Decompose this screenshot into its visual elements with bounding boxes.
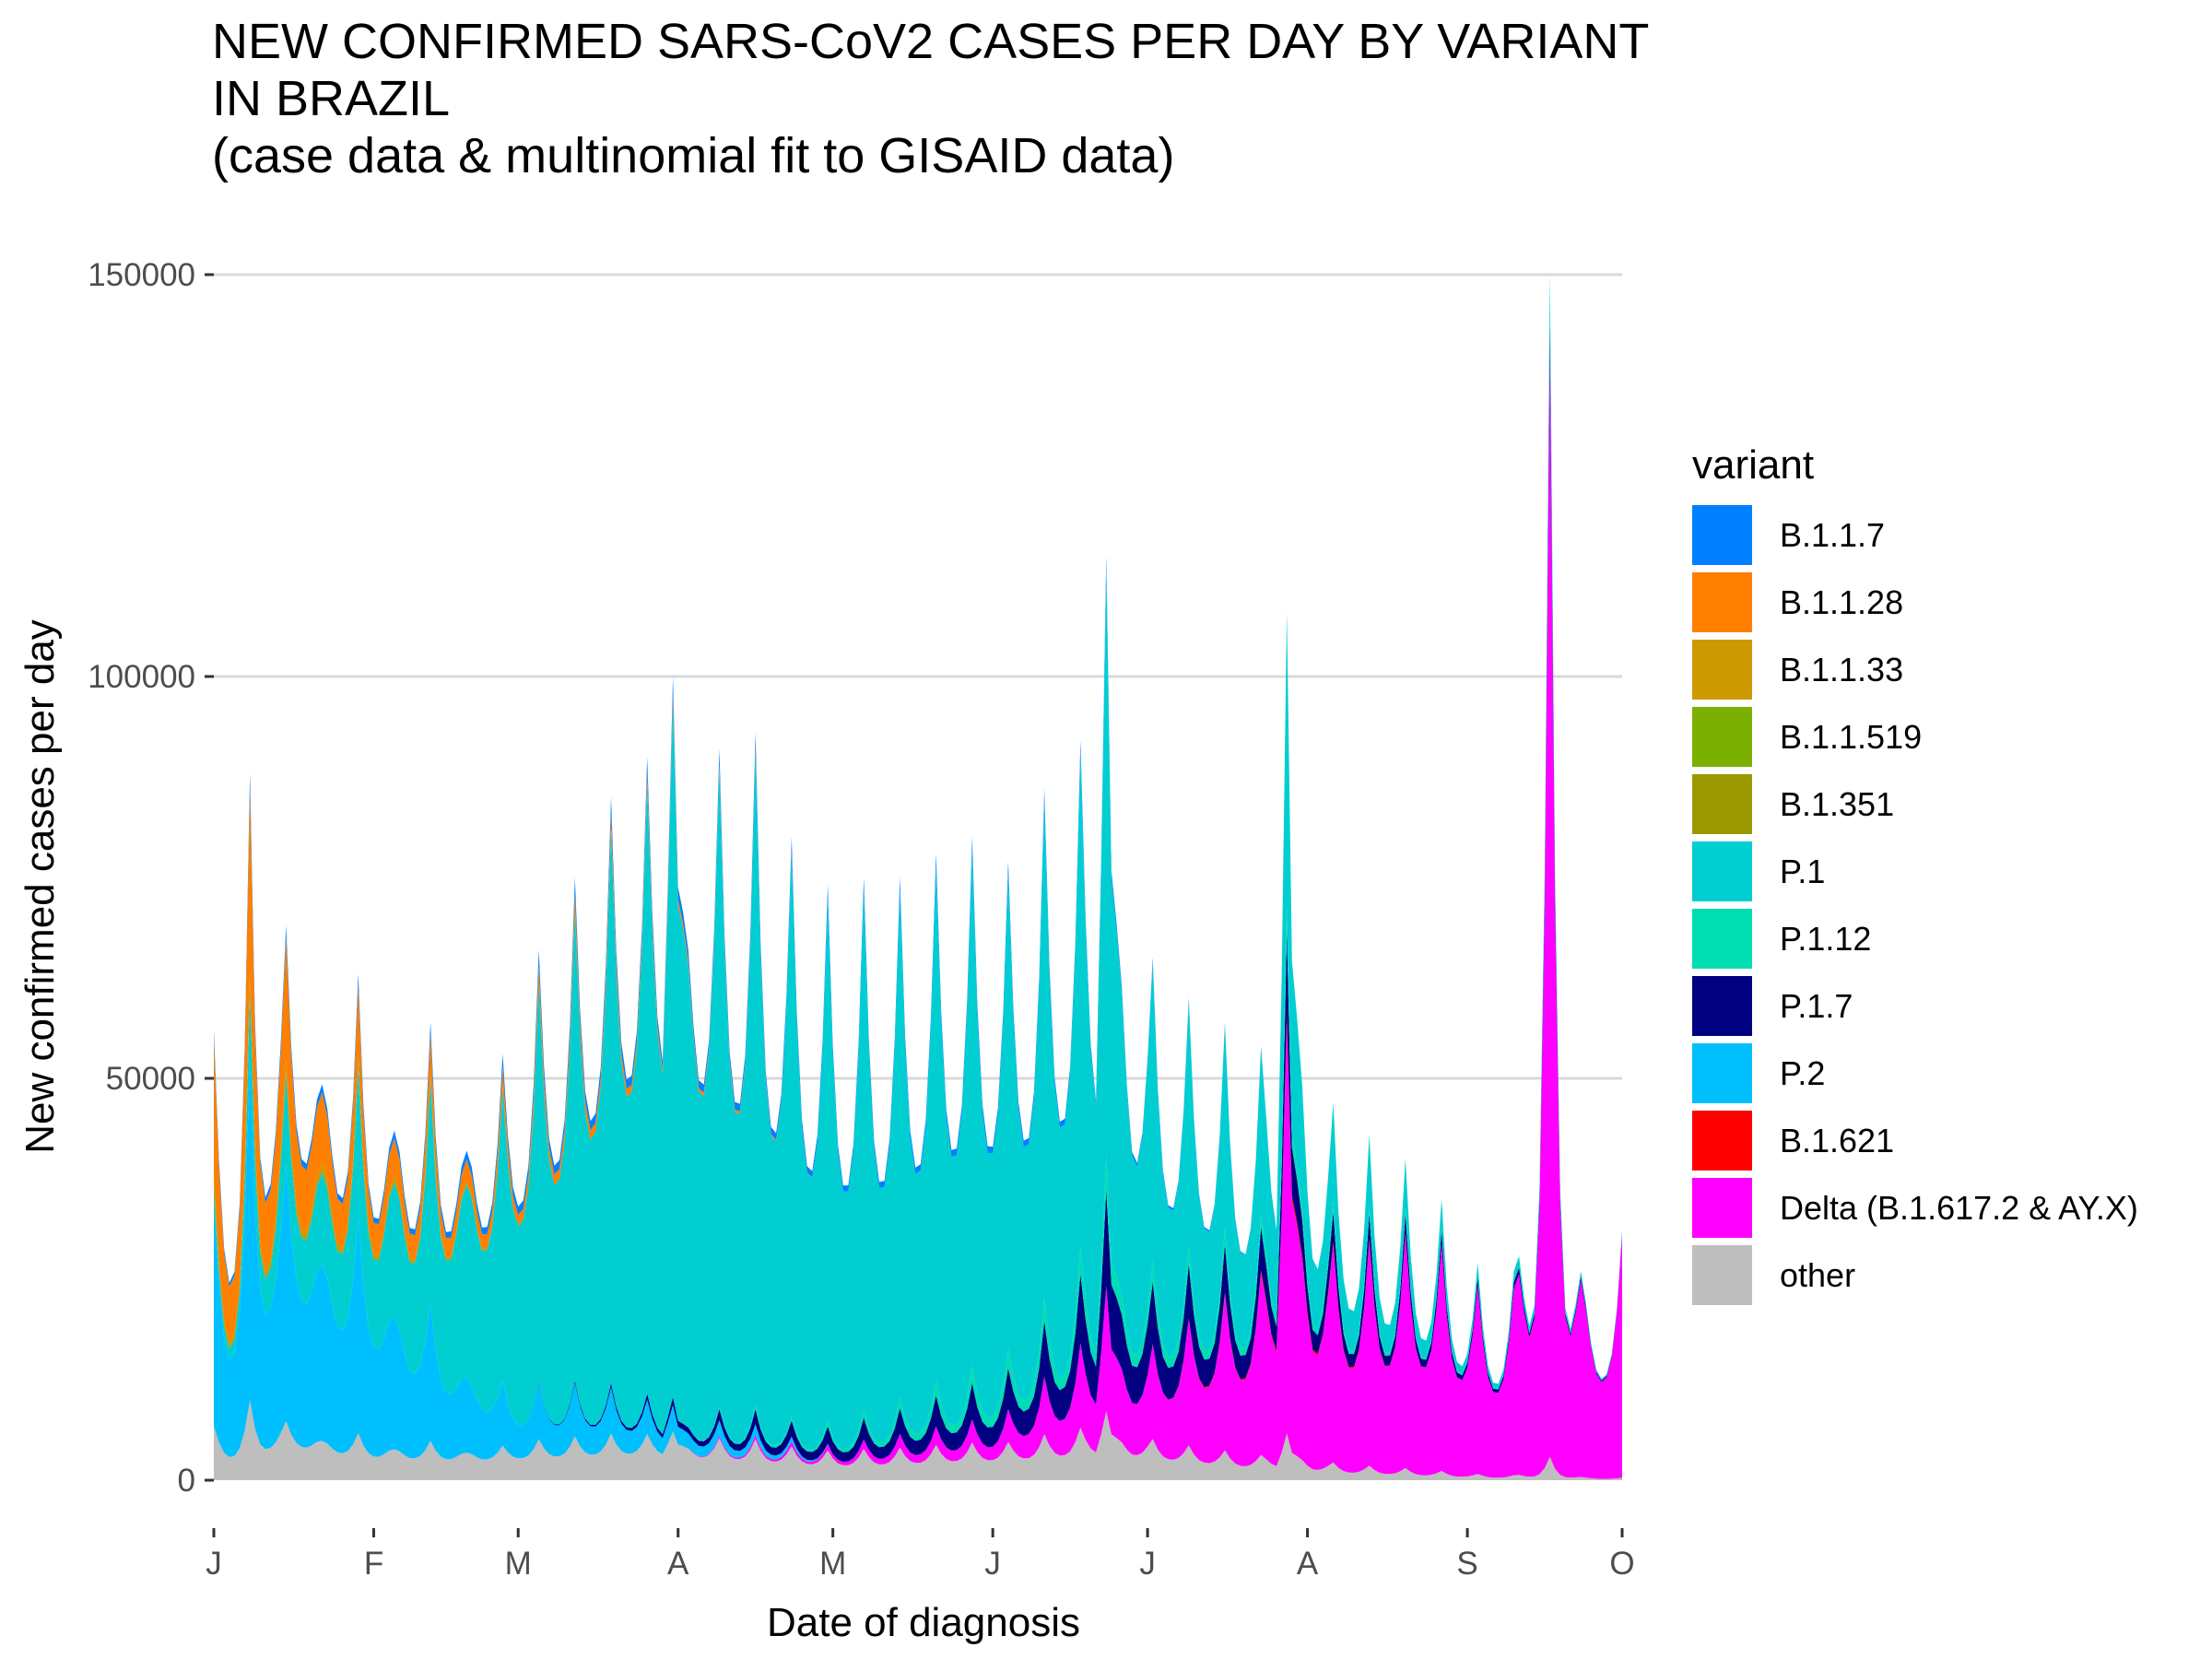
legend-label: B.1.621 bbox=[1780, 1121, 1895, 1159]
x-tick-label: F bbox=[364, 1546, 383, 1582]
x-tick-label: J bbox=[1139, 1546, 1156, 1582]
legend-label: P.1 bbox=[1780, 852, 1826, 890]
area-layer-other bbox=[214, 1400, 1622, 1480]
legend-swatch bbox=[1692, 976, 1752, 1036]
legend-swatch bbox=[1692, 909, 1752, 969]
x-tick-label: O bbox=[1609, 1546, 1634, 1582]
axes: 0 50000 100000 150000 J F M A M J J A S O bbox=[88, 257, 1634, 1582]
area-layer-delta-b-1-617-2-ay-x bbox=[214, 349, 1622, 1479]
y-axis-title: New confirmed cases per day bbox=[18, 619, 63, 1154]
legend-label: B.1.351 bbox=[1780, 784, 1895, 823]
x-tick-label: M bbox=[505, 1546, 532, 1582]
legend-label: other bbox=[1780, 1255, 1856, 1294]
legend-item: P.1.7 bbox=[1692, 972, 2138, 1040]
legend-swatch bbox=[1692, 1111, 1752, 1171]
legend-item: other bbox=[1692, 1241, 2138, 1309]
legend-label: B.1.1.7 bbox=[1780, 515, 1886, 554]
legend: variant B.1.1.7 B.1.1.28 B.1.1.33 B.1.1.519… bbox=[1692, 442, 2138, 1309]
legend-label: B.1.1.28 bbox=[1780, 582, 1904, 621]
y-tick-label: 0 bbox=[178, 1463, 195, 1499]
legend-label: P.1.7 bbox=[1780, 986, 1853, 1025]
legend-items: B.1.1.7 B.1.1.28 B.1.1.33 B.1.1.519 B.1.351 P… bbox=[1692, 501, 2138, 1309]
legend-item: Delta (B.1.617.2 & AY.X) bbox=[1692, 1174, 2138, 1241]
legend-item: B.1.1.33 bbox=[1692, 636, 2138, 703]
chart-title-line: (case data & multinomial fit to GISAID d… bbox=[212, 128, 1175, 183]
x-tick-label: J bbox=[984, 1546, 1001, 1582]
legend-item: B.1.1.28 bbox=[1692, 569, 2138, 636]
legend-item: B.1.351 bbox=[1692, 771, 2138, 838]
legend-title: variant bbox=[1692, 442, 1815, 488]
legend-swatch bbox=[1692, 1043, 1752, 1103]
legend-swatch bbox=[1692, 1245, 1752, 1305]
y-tick-label: 100000 bbox=[88, 659, 195, 695]
chart-title: NEW CONFIRMED SARS-CoV2 CASES PER DAY BY… bbox=[212, 13, 1963, 184]
legend-swatch bbox=[1692, 505, 1752, 565]
y-tick-label: 150000 bbox=[88, 257, 195, 293]
legend-swatch bbox=[1692, 707, 1752, 767]
legend-item: P.2 bbox=[1692, 1040, 2138, 1107]
x-axis-title: Date of diagnosis bbox=[767, 1600, 1080, 1645]
legend-item: P.1 bbox=[1692, 838, 2138, 905]
x-tick-label: A bbox=[667, 1546, 689, 1582]
stacked-area-layers bbox=[214, 275, 1622, 1480]
legend-label: P.1.12 bbox=[1780, 919, 1872, 958]
x-tick-label: A bbox=[1297, 1546, 1319, 1582]
legend-label: B.1.1.33 bbox=[1780, 650, 1904, 688]
legend-item: B.1.1.519 bbox=[1692, 703, 2138, 771]
legend-swatch bbox=[1692, 572, 1752, 632]
x-tick-label: J bbox=[206, 1546, 222, 1582]
legend-item: B.1.621 bbox=[1692, 1107, 2138, 1174]
legend-label: B.1.1.519 bbox=[1780, 717, 1923, 756]
legend-item: B.1.1.7 bbox=[1692, 501, 2138, 569]
legend-swatch bbox=[1692, 640, 1752, 700]
legend-item: P.1.12 bbox=[1692, 905, 2138, 972]
x-tick-label: S bbox=[1456, 1546, 1477, 1582]
area-layer-p-2 bbox=[214, 349, 1622, 1463]
legend-swatch bbox=[1692, 1178, 1752, 1238]
x-tick-label: M bbox=[819, 1546, 846, 1582]
area-layer-b-1-1-7 bbox=[214, 275, 1622, 1384]
legend-swatch bbox=[1692, 841, 1752, 901]
legend-swatch bbox=[1692, 774, 1752, 834]
y-tick-label: 50000 bbox=[106, 1061, 195, 1097]
area-layer-p-1 bbox=[214, 275, 1622, 1450]
grid-lines bbox=[214, 273, 1622, 1080]
legend-label: P.2 bbox=[1780, 1053, 1826, 1092]
chart-title-line: IN BRAZIL bbox=[212, 71, 451, 126]
chart-title-line: NEW CONFIRMED SARS-CoV2 CASES PER DAY BY… bbox=[212, 14, 1650, 69]
legend-label: Delta (B.1.617.2 & AY.X) bbox=[1780, 1188, 2138, 1227]
